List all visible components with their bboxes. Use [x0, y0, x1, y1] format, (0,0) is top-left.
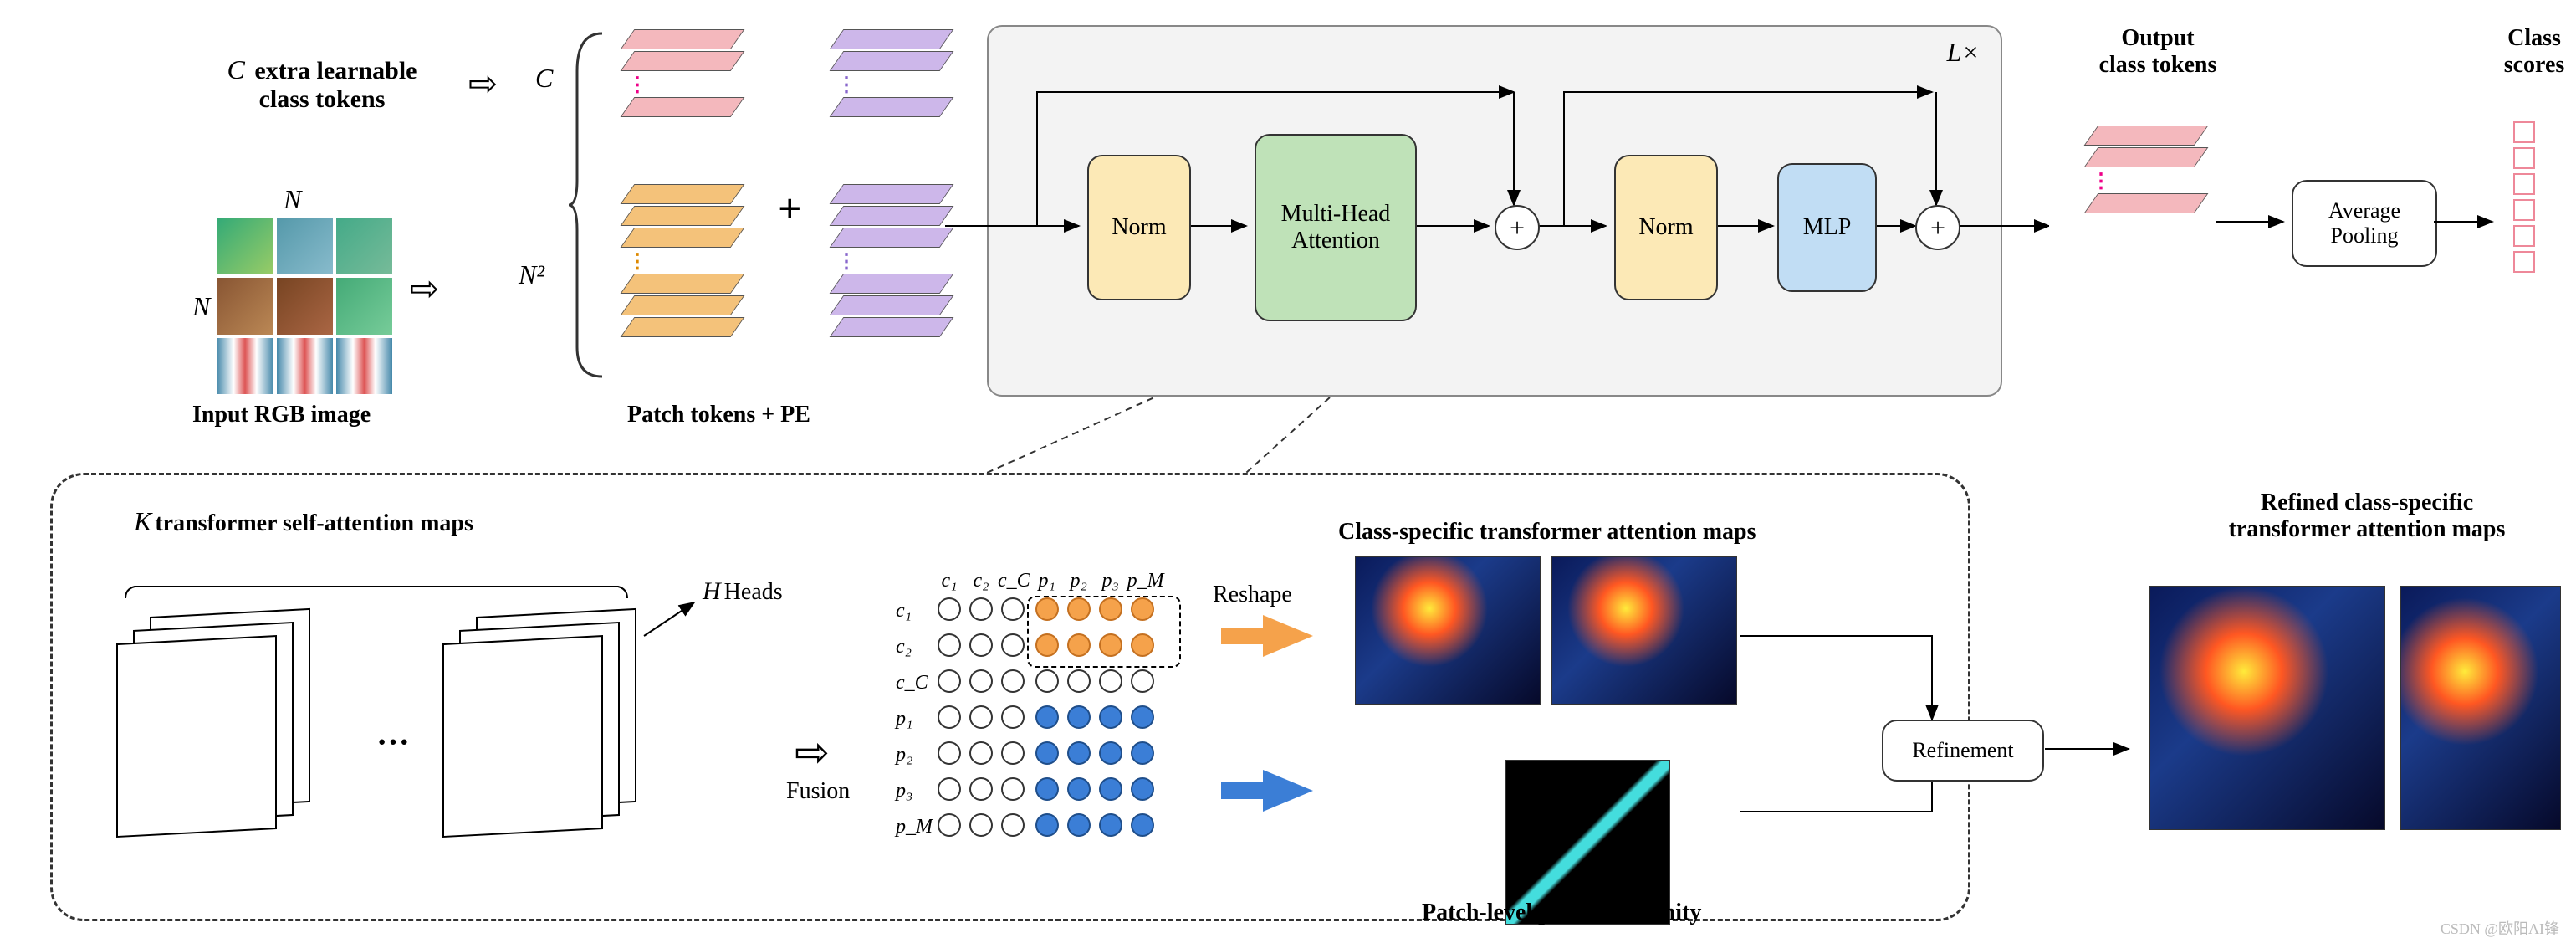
refined-map-1 [2149, 586, 2385, 830]
bracket-icon [569, 29, 611, 381]
connector-mha-detail [987, 393, 1338, 477]
refined-label: Refined class-specific transformer atten… [2175, 489, 2559, 543]
class-scores [2509, 117, 2539, 277]
pe-patch-stack: ⋮ [836, 184, 947, 339]
class-tokens-label: C extra learnable class tokens [184, 54, 460, 114]
arrow-to-patch-tokens: ⇨ [410, 268, 439, 310]
refined-map-2 [2400, 586, 2561, 830]
norm2-box: Norm [1614, 155, 1718, 300]
reshape-label: Reshape [1213, 582, 1292, 608]
attention-map-stacks: ··· [109, 586, 778, 874]
output-tokens-label: Output class tokens [2074, 25, 2241, 79]
affinity-label: Patch-level pairwise affinity [1422, 899, 1701, 926]
reshape-arrow-orange [1221, 615, 1313, 657]
svg-text:···: ··· [376, 723, 410, 761]
plus-icon: + [778, 184, 802, 233]
residual1-plus: + [1495, 205, 1540, 250]
refinement-box: Refinement [1882, 720, 2044, 782]
h-heads-label: H Heads [703, 577, 783, 606]
bracket-C: C [535, 63, 553, 94]
fusion-arrow: ⇨ [795, 728, 830, 776]
norm1-box: Norm [1087, 155, 1191, 300]
class-token-stack: ⋮ [627, 29, 738, 119]
bracket-Nsq: N² [519, 259, 544, 290]
mha-box: Multi-Head Attention [1255, 134, 1417, 321]
attention-matrix: c₁ c₂ c_C p₁ p₂ p₃ p_M c₁ c₂ c_C p₁ p₂ p… [895, 569, 1165, 845]
cls-maps-label: Class-specific transformer attention map… [1338, 519, 1756, 546]
patch-pe-label: Patch tokens + PE [627, 402, 810, 428]
input-image-grid: N N [192, 184, 392, 394]
output-tokens-stack: ⋮ [2091, 126, 2201, 215]
fusion-label: Fusion [786, 778, 850, 805]
mlp-box: MLP [1777, 163, 1877, 292]
avgpool-box: Average Pooling [2292, 180, 2437, 267]
arrow-to-pool [2216, 205, 2292, 238]
k-maps-label: K transformer self-attention maps [134, 506, 473, 537]
cls-map-1 [1355, 556, 1541, 705]
arrow-to-class-tokens: ⇨ [468, 63, 498, 105]
cls-map-2 [1551, 556, 1737, 705]
patch-token-stack: ⋮ [627, 184, 738, 339]
affinity-arrow-blue [1221, 770, 1313, 812]
arrow-to-scores [2434, 205, 2501, 238]
input-image-label: Input RGB image [192, 402, 371, 428]
scores-label: Class scores [2484, 25, 2576, 79]
residual2-plus: + [1915, 205, 1960, 250]
arrow-to-refined [2045, 732, 2137, 766]
pe-class-stack: ⋮ [836, 29, 947, 119]
watermark: CSDN @欧阳AI锋 [2441, 917, 2559, 939]
